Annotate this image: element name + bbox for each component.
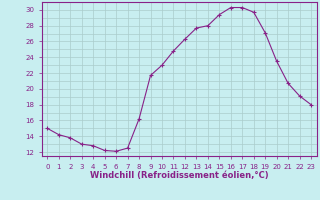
X-axis label: Windchill (Refroidissement éolien,°C): Windchill (Refroidissement éolien,°C) bbox=[90, 171, 268, 180]
